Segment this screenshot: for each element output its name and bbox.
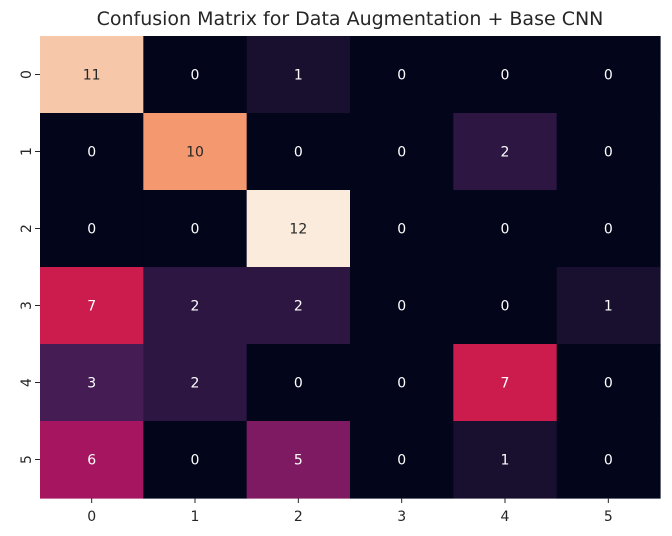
heatmap-cell-2-4 <box>453 190 558 268</box>
heatmap-cell-5-4 <box>453 421 558 499</box>
heatmap-cell-4-4 <box>453 344 558 422</box>
cell-annotation-2-1: 0 <box>191 222 200 238</box>
cell-annotation-1-2: 0 <box>294 145 303 161</box>
x-tick-label-3: 3 <box>397 509 406 525</box>
heatmap-cell-5-1 <box>143 421 248 499</box>
heatmap-cell-0-0 <box>40 36 144 114</box>
heatmap-cell-0-3 <box>350 36 454 114</box>
heatmap-cell-1-2 <box>246 113 351 191</box>
cell-annotation-2-5: 0 <box>604 222 613 238</box>
cell-annotation-5-0: 6 <box>87 453 96 469</box>
cell-annotation-5-1: 0 <box>191 453 200 469</box>
heatmap-cell-2-3 <box>350 190 454 268</box>
y-tick-label-2: 2 <box>19 224 35 233</box>
cell-annotation-1-0: 0 <box>87 145 96 161</box>
heatmap-cell-0-5 <box>556 36 661 114</box>
heatmap-cell-2-5 <box>556 190 661 268</box>
cell-annotation-3-1: 2 <box>191 299 200 315</box>
heatmap-cell-3-5 <box>556 267 661 345</box>
heatmap-cell-5-2 <box>246 421 351 499</box>
cell-annotation-0-3: 0 <box>397 68 406 84</box>
cell-annotation-4-3: 0 <box>397 376 406 392</box>
cell-annotation-3-2: 2 <box>294 299 303 315</box>
heatmap-cell-4-1 <box>143 344 248 422</box>
cell-annotation-0-2: 1 <box>294 68 303 84</box>
cell-annotation-2-3: 0 <box>397 222 406 238</box>
heatmap-cell-5-0 <box>40 421 144 499</box>
x-axis: 0 1 2 3 4 5 <box>87 498 613 525</box>
heatmap-cell-0-4 <box>453 36 558 114</box>
heatmap-cell-0-1 <box>143 36 248 114</box>
cell-annotation-4-0: 3 <box>87 376 96 392</box>
cell-annotation-1-3: 0 <box>397 145 406 161</box>
heatmap-cell-1-0 <box>40 113 144 191</box>
heatmap-cell-1-4 <box>453 113 558 191</box>
cell-annotation-5-5: 0 <box>604 453 613 469</box>
cell-annotation-0-4: 0 <box>501 68 510 84</box>
x-tick-label-2: 2 <box>294 509 303 525</box>
heatmap-cell-4-2 <box>246 344 351 422</box>
cell-annotation-1-4: 2 <box>501 145 510 161</box>
heatmap-cell-1-3 <box>350 113 454 191</box>
x-tick-label-5: 5 <box>604 509 613 525</box>
cell-annotation-4-2: 0 <box>294 376 303 392</box>
cell-annotation-3-0: 7 <box>87 299 96 315</box>
heatmap-cell-5-5 <box>556 421 661 499</box>
heatmap-cell-3-0 <box>40 267 144 345</box>
y-tick-label-0: 0 <box>19 70 35 79</box>
x-tick-label-0: 0 <box>87 509 96 525</box>
cell-annotation-2-0: 0 <box>87 222 96 238</box>
cell-annotation-3-5: 1 <box>604 299 613 315</box>
cell-annotation-1-1: 10 <box>186 145 204 161</box>
cell-annotation-3-3: 0 <box>397 299 406 315</box>
cell-annotation-0-1: 0 <box>191 68 200 84</box>
heatmap-cells <box>40 36 661 499</box>
y-axis: 0 1 2 3 4 5 <box>19 70 40 464</box>
cell-annotation-4-1: 2 <box>191 376 200 392</box>
x-tick-label-4: 4 <box>501 509 510 525</box>
heatmap-cell-5-3 <box>350 421 454 499</box>
heatmap-cell-4-3 <box>350 344 454 422</box>
y-tick-label-5: 5 <box>19 455 35 464</box>
heatmap-cell-2-0 <box>40 190 144 268</box>
heatmap-cell-1-5 <box>556 113 661 191</box>
heatmap-cell-3-1 <box>143 267 248 345</box>
y-tick-label-3: 3 <box>19 301 35 310</box>
cell-annotation-0-5: 0 <box>604 68 613 84</box>
cell-annotation-5-3: 0 <box>397 453 406 469</box>
x-tick-label-1: 1 <box>191 509 200 525</box>
heatmap-cell-0-2 <box>246 36 351 114</box>
heatmap-cell-4-0 <box>40 344 144 422</box>
cell-annotation-5-2: 5 <box>294 453 303 469</box>
heatmap-cell-3-3 <box>350 267 454 345</box>
cell-annotation-2-4: 0 <box>501 222 510 238</box>
heatmap-cell-3-4 <box>453 267 558 345</box>
heatmap-cell-2-2 <box>246 190 351 268</box>
cell-annotations: 11 0 1 0 0 00 10 0 0 2 00 0 12 0 0 07 2 2 0 0 13 2 0 0 7 06 0 5 0 1 0 <box>83 68 613 469</box>
heatmap-cell-3-2 <box>246 267 351 345</box>
cell-annotation-4-5: 0 <box>604 376 613 392</box>
chart-title: Confusion Matrix for Data Augmentation +… <box>97 8 604 30</box>
cell-annotation-3-4: 0 <box>501 299 510 315</box>
y-tick-label-4: 4 <box>19 378 35 387</box>
cell-annotation-0-0: 11 <box>83 68 101 84</box>
heatmap-cell-4-5 <box>556 344 661 422</box>
heatmap-cell-2-1 <box>143 190 248 268</box>
cell-annotation-5-4: 1 <box>501 453 510 469</box>
cell-annotation-1-5: 0 <box>604 145 613 161</box>
heatmap-cell-1-1 <box>143 113 248 191</box>
cell-annotation-2-2: 12 <box>289 222 307 238</box>
y-tick-label-1: 1 <box>19 147 35 156</box>
cell-annotation-4-4: 7 <box>501 376 510 392</box>
